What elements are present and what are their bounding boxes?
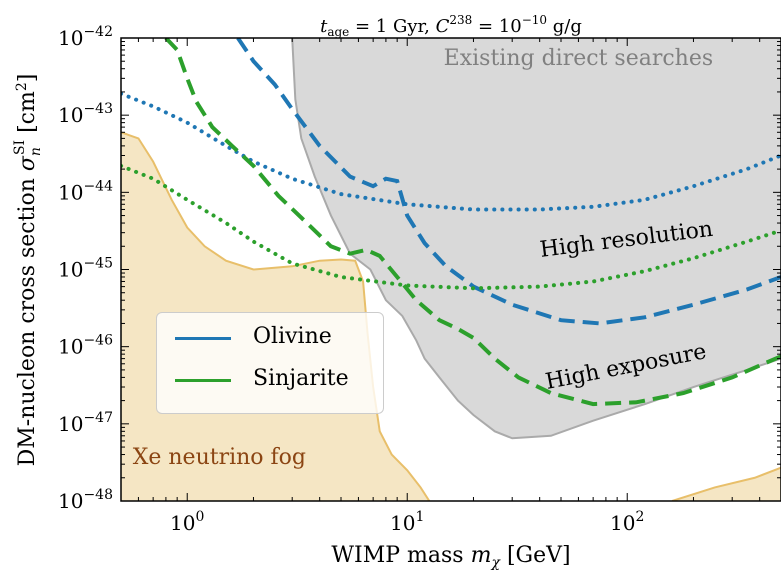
x-tick-label: 100 <box>170 509 204 535</box>
series-line-olivine-high-resolution <box>121 91 781 212</box>
annotation-existing-direct-searches: Existing direct searches <box>444 46 713 71</box>
y-tick-label: 10−48 <box>58 487 113 513</box>
legend-swatch-sinjarite <box>175 379 231 382</box>
region-edge-xe-neutrino-fog <box>121 131 431 501</box>
region-existing-direct-searches <box>292 38 781 439</box>
x-tick-label: 102 <box>610 509 644 535</box>
ticks-layer: 100 101 102 10−48 10−47 10−46 10−45 10−44 10−43 1… <box>58 24 781 535</box>
series-line-olivine-high-exposure <box>236 38 781 326</box>
region-xe-neutrino-fog-high-mass <box>121 467 781 501</box>
series-line-sinjarite-high-resolution <box>121 163 781 291</box>
y-tick-label: 10−46 <box>58 333 113 359</box>
x-axis-label: WIMP mass mχ [GeV] <box>331 543 570 571</box>
y-tick-label: 10−47 <box>58 410 113 436</box>
series-layer <box>121 38 781 407</box>
legend-item-olivine: Olivine <box>157 319 383 359</box>
y-tick-label: 10−45 <box>58 256 113 282</box>
y-axis-label: DM-nucleon cross section σnSI [cm2] <box>12 74 44 467</box>
x-tick-label: 101 <box>390 509 424 535</box>
region-edge-existing-direct-searches <box>291 38 781 440</box>
legend-label-olivine: Olivine <box>253 324 332 349</box>
y-tick-label: 10−43 <box>58 101 113 127</box>
y-tick-label: 10−44 <box>58 178 113 204</box>
legend-label-sinjarite: Sinjarite <box>253 366 349 391</box>
legend-item-sinjarite: Sinjarite <box>157 361 383 401</box>
annotation-xe-neutrino-fog: Xe neutrino fog <box>133 445 306 470</box>
legend: Olivine Sinjarite <box>156 312 384 414</box>
series-line-sinjarite-high-exposure <box>164 38 781 407</box>
y-tick-label: 10−42 <box>58 24 113 50</box>
chart-title: tage = 1 Gyr, C238 = 10−10 g/g <box>320 13 582 39</box>
region-edge-xe-neutrino-fog-high-mass <box>671 466 781 501</box>
legend-swatch-olivine <box>175 337 231 340</box>
